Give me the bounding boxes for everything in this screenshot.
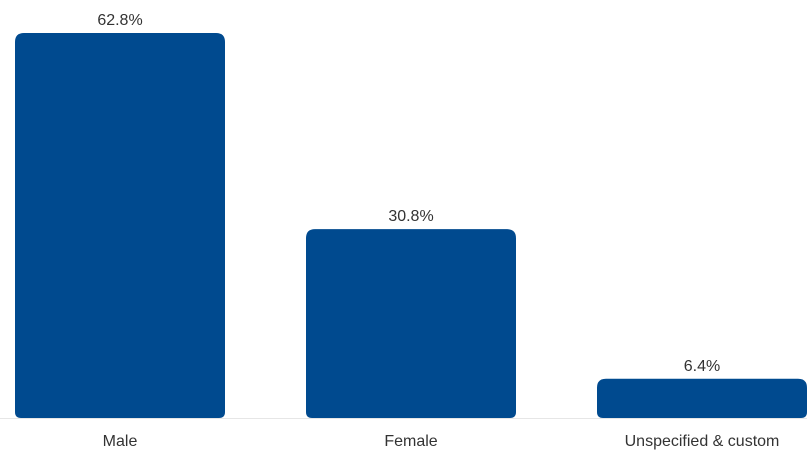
category-label-male: Male bbox=[103, 433, 138, 450]
value-label-male: 62.8% bbox=[97, 12, 142, 29]
value-label-female: 30.8% bbox=[388, 208, 433, 225]
category-label-unspecified-custom: Unspecified & custom bbox=[625, 433, 780, 450]
bars-layer bbox=[15, 33, 807, 418]
category-label-female: Female bbox=[384, 433, 437, 450]
category-labels-layer: Male Female Unspecified & custom bbox=[103, 433, 780, 450]
bar-female[interactable] bbox=[306, 229, 516, 418]
value-labels-layer: 62.8% 30.8% 6.4% bbox=[97, 12, 720, 375]
bar-unspecified-custom[interactable] bbox=[597, 378, 807, 418]
bar-male[interactable] bbox=[15, 33, 225, 418]
value-label-unspecified-custom: 6.4% bbox=[684, 358, 720, 375]
